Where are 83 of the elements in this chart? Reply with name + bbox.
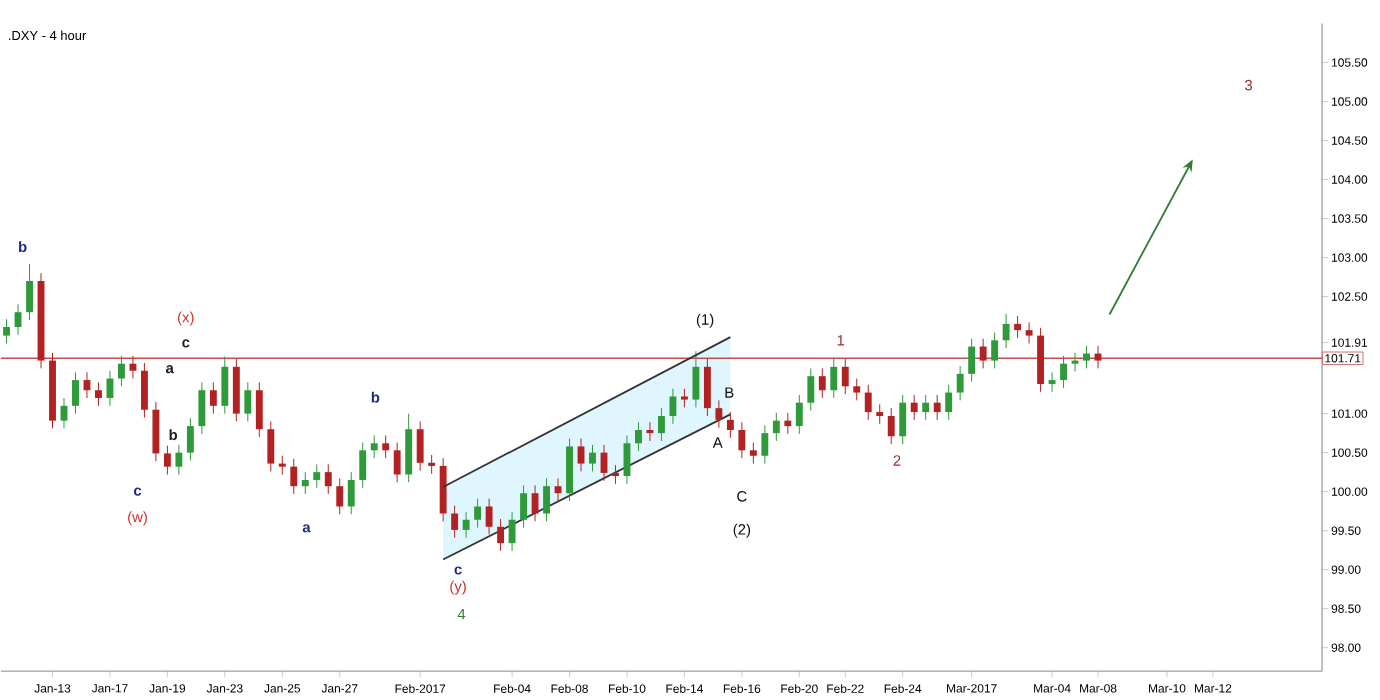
candlestick	[117, 355, 125, 388]
candlestick	[278, 455, 286, 476]
candlestick	[301, 471, 309, 495]
candlestick	[692, 350, 700, 409]
candlestick	[26, 263, 33, 321]
candlestick	[807, 368, 815, 412]
candlestick	[703, 358, 711, 417]
candlestick	[290, 458, 298, 495]
candlestick	[336, 478, 344, 515]
candlestick	[1048, 372, 1056, 393]
candlestick	[761, 425, 769, 465]
candlestick	[439, 457, 447, 523]
candlestick	[382, 435, 390, 459]
candlestick	[1002, 313, 1010, 349]
candlestick	[1083, 345, 1090, 370]
candlestick	[198, 382, 206, 435]
candlestick	[612, 464, 619, 485]
candlestick	[738, 421, 746, 459]
candlestick	[152, 401, 160, 462]
candlestick	[899, 394, 907, 445]
candlestick	[772, 412, 780, 442]
candlestick	[428, 454, 436, 475]
candlestick	[485, 498, 493, 536]
candlestick	[451, 505, 459, 539]
candlestick	[749, 442, 757, 465]
candlestick	[313, 464, 321, 489]
candlestick	[3, 318, 10, 345]
candlestick	[370, 435, 378, 459]
candlestick	[405, 413, 413, 484]
candlestick	[474, 498, 482, 529]
candlestick	[508, 511, 516, 552]
candlestick	[589, 444, 596, 473]
candlestick	[669, 388, 677, 425]
candlestick	[520, 485, 528, 529]
candlestick	[95, 382, 102, 407]
candlestick	[680, 388, 688, 409]
candlestick	[186, 418, 194, 462]
candlestick	[129, 355, 137, 380]
candlestick	[841, 358, 849, 395]
candlestick	[922, 394, 930, 421]
candlestick	[175, 444, 183, 476]
candlestick	[531, 485, 539, 523]
candlestick	[726, 411, 734, 439]
candlestick	[416, 421, 424, 472]
candlestick	[462, 511, 470, 539]
candlestick	[818, 368, 826, 399]
candlestick	[543, 478, 550, 523]
candlestick	[784, 412, 792, 435]
candlestick	[715, 400, 723, 429]
candlestick	[209, 382, 217, 415]
candlestick	[393, 442, 401, 484]
candlestick	[232, 358, 240, 423]
candlestick	[324, 464, 332, 495]
candlestick	[853, 378, 861, 402]
candlestick	[910, 394, 918, 421]
candlestick	[979, 338, 987, 370]
candlestick	[221, 356, 229, 415]
candlestick	[1014, 315, 1022, 339]
candlestick	[864, 384, 872, 421]
candlestick	[72, 372, 79, 415]
candlestick	[991, 332, 999, 370]
candlestick	[795, 394, 803, 435]
candlestick	[887, 407, 895, 445]
candlestick	[635, 421, 642, 452]
candlestick	[1060, 355, 1068, 389]
candlestick	[163, 445, 171, 476]
candlestick	[956, 365, 964, 402]
candlestick	[577, 438, 585, 473]
candlestick	[830, 357, 838, 399]
candlestick	[566, 438, 573, 502]
candlestick	[1025, 322, 1033, 345]
candlestick	[945, 384, 953, 421]
candlestick	[359, 442, 367, 489]
candlestick	[933, 394, 941, 421]
candlestick	[876, 403, 884, 425]
candlestick	[267, 421, 275, 473]
candlestick	[244, 382, 252, 423]
candlestick	[657, 407, 665, 442]
candlestick	[140, 362, 148, 419]
candlestick	[347, 471, 355, 515]
candlestick	[255, 382, 263, 438]
candlestick	[497, 518, 505, 552]
candlestick	[968, 338, 976, 383]
